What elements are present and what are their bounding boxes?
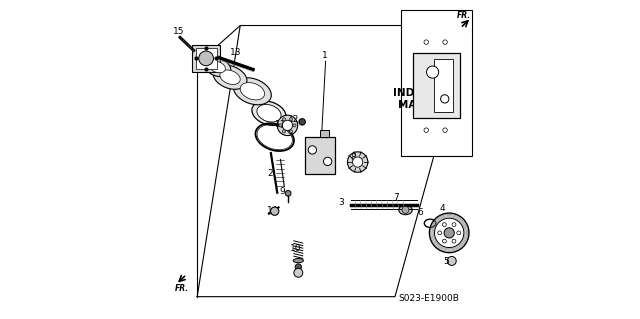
Circle shape (282, 130, 285, 133)
Text: 8: 8 (351, 153, 356, 162)
Text: 4: 4 (440, 204, 445, 213)
Ellipse shape (209, 61, 225, 73)
Circle shape (424, 40, 428, 44)
Circle shape (424, 128, 428, 132)
Ellipse shape (204, 57, 231, 77)
Circle shape (308, 146, 317, 154)
Ellipse shape (257, 104, 281, 122)
Text: 14: 14 (267, 206, 278, 215)
Circle shape (426, 66, 438, 78)
Text: 2: 2 (268, 169, 273, 178)
Circle shape (293, 124, 296, 127)
FancyBboxPatch shape (433, 59, 453, 112)
FancyBboxPatch shape (305, 137, 335, 174)
Circle shape (289, 130, 292, 133)
Circle shape (452, 239, 456, 243)
Text: 15: 15 (173, 27, 185, 36)
Text: 12: 12 (288, 115, 300, 124)
Ellipse shape (220, 70, 240, 85)
Circle shape (199, 51, 214, 66)
Text: 7: 7 (394, 193, 399, 202)
Circle shape (299, 119, 305, 125)
Circle shape (447, 256, 456, 265)
Circle shape (442, 239, 446, 243)
Circle shape (444, 228, 454, 238)
Text: 3: 3 (338, 198, 344, 207)
Circle shape (348, 152, 368, 172)
Ellipse shape (399, 205, 412, 215)
Circle shape (285, 190, 291, 196)
Circle shape (323, 157, 332, 166)
Text: 5: 5 (443, 257, 449, 266)
Ellipse shape (293, 258, 303, 263)
Circle shape (289, 118, 292, 121)
Circle shape (438, 231, 442, 235)
Circle shape (295, 264, 301, 270)
FancyBboxPatch shape (320, 130, 328, 137)
Text: 13: 13 (230, 48, 241, 57)
Text: 1: 1 (322, 51, 328, 60)
Circle shape (442, 223, 446, 226)
Ellipse shape (240, 83, 264, 100)
Circle shape (443, 40, 447, 44)
Circle shape (452, 223, 456, 226)
Circle shape (279, 124, 282, 127)
Circle shape (435, 218, 464, 248)
Text: 10: 10 (291, 244, 302, 253)
Text: 9: 9 (280, 187, 285, 196)
FancyBboxPatch shape (192, 44, 220, 72)
Circle shape (443, 128, 447, 132)
Text: INDENT
MARK: INDENT MARK (392, 88, 437, 110)
Circle shape (271, 207, 279, 215)
Text: FR.: FR. (456, 11, 470, 20)
Circle shape (402, 206, 409, 213)
Circle shape (353, 157, 363, 167)
Circle shape (282, 118, 285, 121)
Circle shape (294, 268, 303, 277)
Text: S023-E1900B: S023-E1900B (398, 294, 459, 303)
Text: FR.: FR. (175, 284, 189, 293)
Circle shape (457, 231, 461, 235)
FancyBboxPatch shape (413, 53, 460, 118)
Circle shape (277, 115, 298, 136)
Ellipse shape (213, 65, 247, 89)
Ellipse shape (252, 101, 286, 125)
Circle shape (429, 213, 469, 253)
Bar (401, 10, 472, 156)
Ellipse shape (234, 78, 271, 105)
Text: 6: 6 (418, 208, 424, 217)
Text: 11: 11 (275, 120, 287, 129)
FancyBboxPatch shape (196, 48, 217, 69)
Circle shape (440, 95, 449, 103)
Circle shape (282, 120, 292, 130)
